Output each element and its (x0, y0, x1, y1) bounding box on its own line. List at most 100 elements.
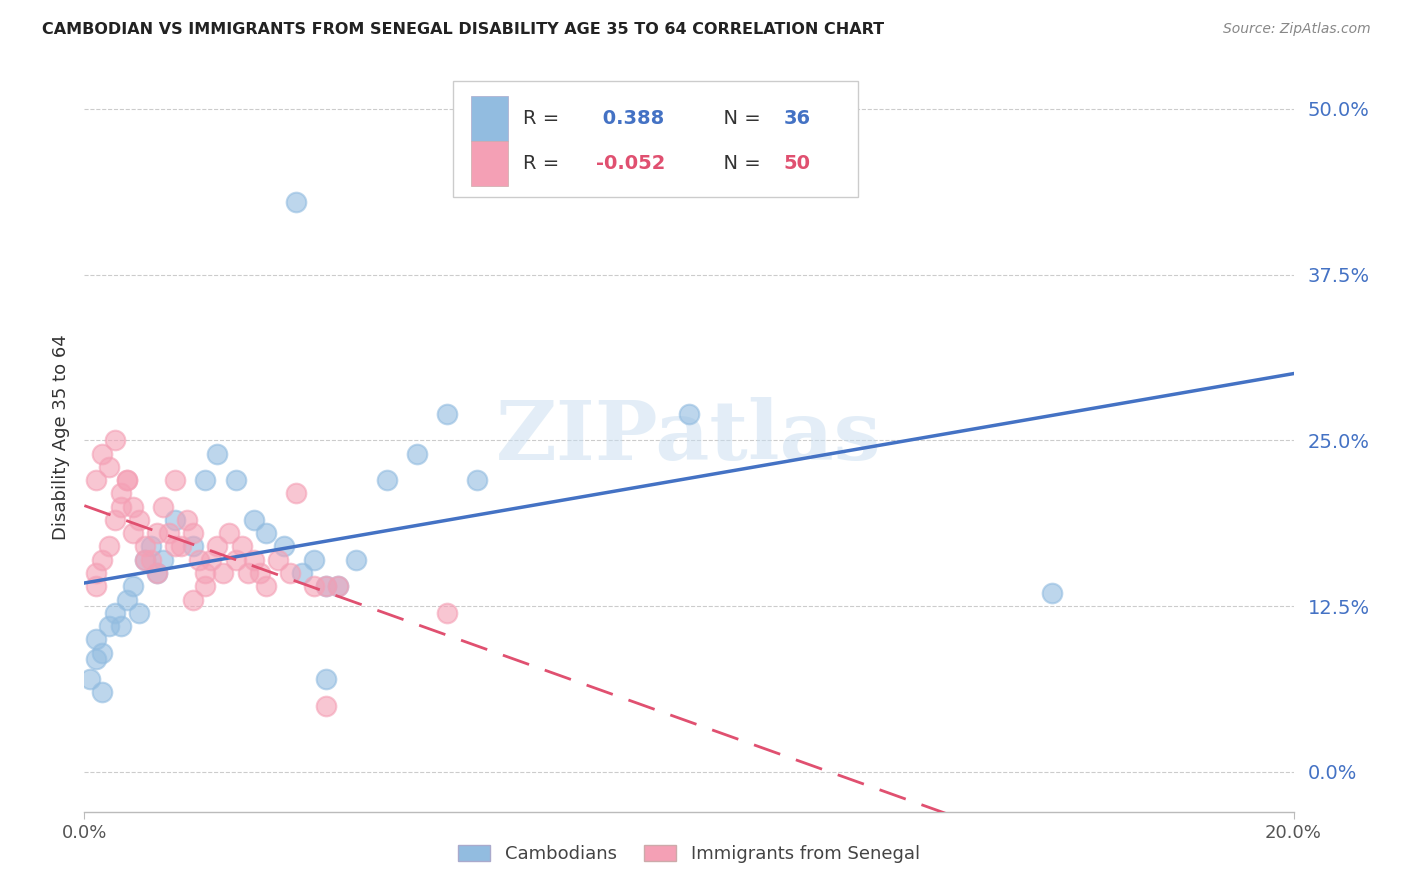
Point (146, 566, 169, 580)
Point (181, 592, 204, 607)
Point (86, 652, 108, 666)
Point (176, 513, 198, 527)
Point (225, 553, 247, 567)
Bar (471, 96, 508, 141)
Point (207, 540, 229, 554)
FancyBboxPatch shape (453, 81, 858, 197)
Point (134, 553, 156, 567)
Point (91, 646, 114, 660)
Text: R =: R = (523, 109, 565, 128)
Text: ZIPatlas: ZIPatlas (496, 397, 882, 477)
Legend: Cambodians, Immigrants from Senegal: Cambodians, Immigrants from Senegal (451, 838, 927, 870)
Point (97, 619, 120, 633)
Point (139, 540, 162, 554)
Point (134, 553, 156, 567)
Point (165, 540, 187, 554)
Point (678, 407, 700, 421)
Point (1040, 586, 1063, 600)
Point (146, 566, 169, 580)
Point (200, 553, 222, 567)
Point (194, 579, 217, 593)
Text: 50: 50 (783, 154, 810, 173)
Point (285, 194, 308, 209)
Point (285, 486, 308, 500)
Point (467, 473, 489, 487)
Point (97, 459, 120, 474)
Point (315, 579, 337, 593)
Point (86, 579, 108, 593)
Point (121, 526, 143, 541)
Point (165, 513, 187, 527)
Point (375, 473, 398, 487)
Y-axis label: Disability Age 35 to 64: Disability Age 35 to 64 (52, 334, 70, 540)
Point (97, 540, 120, 554)
Point (121, 500, 143, 514)
Point (110, 619, 132, 633)
Point (86, 632, 108, 647)
Point (152, 553, 174, 567)
Point (406, 447, 429, 461)
Point (170, 540, 193, 554)
Point (436, 606, 458, 620)
Point (165, 473, 187, 487)
Point (242, 513, 264, 527)
Point (315, 698, 337, 713)
Point (86, 473, 108, 487)
Point (436, 407, 458, 421)
Point (146, 526, 169, 541)
Point (128, 513, 150, 527)
Text: CAMBODIAN VS IMMIGRANTS FROM SENEGAL DISABILITY AGE 35 TO 64 CORRELATION CHART: CAMBODIAN VS IMMIGRANTS FROM SENEGAL DIS… (42, 22, 884, 37)
Point (302, 553, 325, 567)
Point (273, 540, 295, 554)
Point (91, 447, 114, 461)
Point (79, 672, 101, 686)
Bar (471, 141, 508, 186)
Text: R =: R = (523, 154, 565, 173)
Point (315, 579, 337, 593)
Point (346, 553, 368, 567)
Point (134, 540, 156, 554)
Point (267, 553, 290, 567)
Point (225, 473, 247, 487)
Point (254, 579, 277, 593)
Point (121, 579, 143, 593)
Point (249, 566, 271, 580)
Text: Source: ZipAtlas.com: Source: ZipAtlas.com (1223, 22, 1371, 37)
Point (115, 473, 138, 487)
Point (115, 592, 138, 607)
Point (328, 579, 350, 593)
Point (194, 473, 217, 487)
Text: -0.052: -0.052 (596, 154, 665, 173)
Point (91, 553, 114, 567)
Point (110, 500, 132, 514)
Point (242, 553, 264, 567)
Point (104, 513, 127, 527)
Point (86, 566, 108, 580)
Point (254, 526, 277, 541)
Point (302, 579, 325, 593)
Point (278, 566, 301, 580)
Point (315, 672, 337, 686)
Point (181, 540, 204, 554)
Point (157, 526, 180, 541)
Point (212, 566, 235, 580)
Text: 0.388: 0.388 (596, 109, 664, 128)
Point (188, 553, 211, 567)
Text: N =: N = (710, 154, 766, 173)
Point (291, 566, 314, 580)
Point (91, 685, 114, 699)
Point (218, 526, 240, 541)
Point (207, 447, 229, 461)
Text: N =: N = (710, 109, 766, 128)
Text: 36: 36 (783, 109, 810, 128)
Point (236, 566, 259, 580)
Point (128, 606, 150, 620)
Point (104, 434, 127, 448)
Point (115, 473, 138, 487)
Point (152, 500, 174, 514)
Point (194, 566, 217, 580)
Point (231, 540, 253, 554)
Point (110, 486, 132, 500)
Point (181, 526, 204, 541)
Point (328, 579, 350, 593)
